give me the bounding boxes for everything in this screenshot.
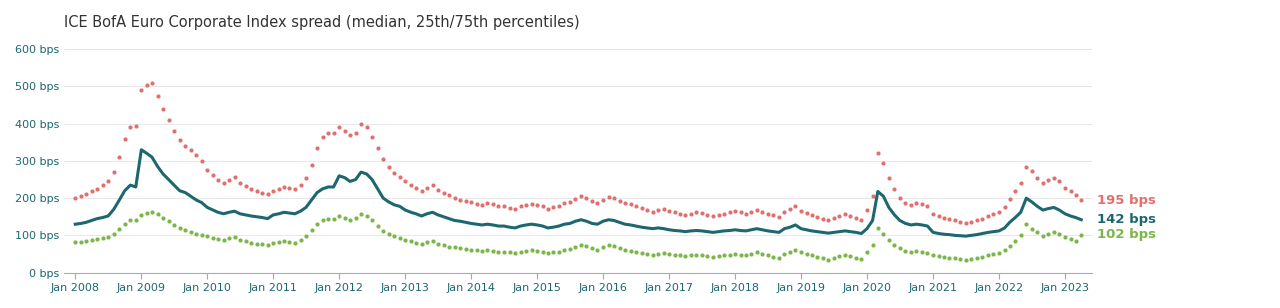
Text: 195 bps: 195 bps	[1097, 193, 1156, 206]
Text: ICE BofA Euro Corporate Index spread (median, 25th/75th percentiles): ICE BofA Euro Corporate Index spread (me…	[64, 15, 580, 30]
Text: 102 bps: 102 bps	[1097, 228, 1156, 241]
Text: 142 bps: 142 bps	[1097, 213, 1156, 226]
